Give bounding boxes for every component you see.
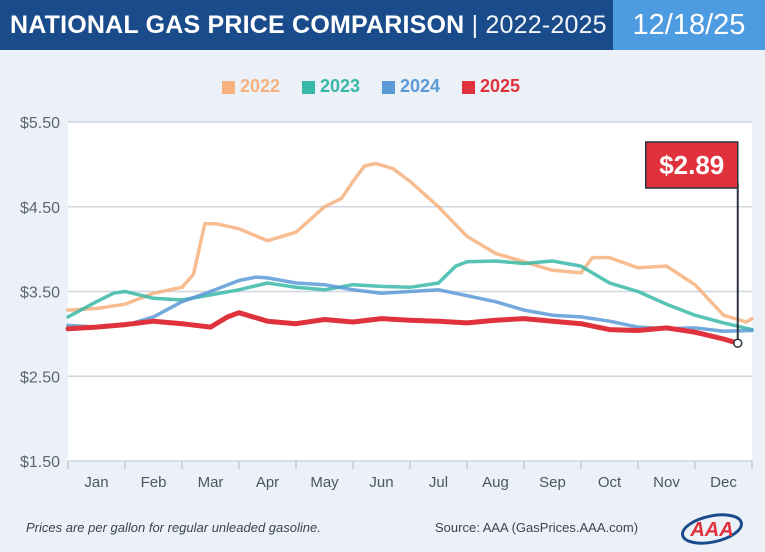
x-tick-label: Oct (598, 474, 622, 491)
y-tick-label: $2.50 (20, 369, 60, 386)
page-title: NATIONAL GAS PRICE COMPARISON | 2022-202… (10, 0, 607, 50)
footer-note: Prices are per gallon for regular unlead… (26, 520, 321, 535)
callout-point (733, 338, 743, 348)
y-tick-label: $1.50 (20, 454, 60, 471)
callout-box (645, 141, 739, 189)
legend-swatch (302, 81, 315, 94)
legend-label: 2024 (400, 76, 440, 96)
title-main: NATIONAL GAS PRICE COMPARISON (10, 11, 465, 39)
line-chart: $1.50 $2.50 $3.50 $4.50 $5.50 Jan Feb Mar Apr May… (20, 76, 754, 491)
series-line-2024 (66, 275, 754, 334)
callout-label: $2.89 (659, 150, 724, 180)
footer-source: Source: AAA (GasPrices.AAA.com) (435, 520, 639, 535)
series-line-2022 (66, 161, 754, 324)
aaa-logo: AAA (681, 513, 743, 545)
header-bar: NATIONAL GAS PRICE COMPARISON | 2022-202… (0, 0, 765, 50)
series-line-2025 (65, 310, 741, 346)
y-tick-label: $5.50 (20, 115, 60, 132)
y-tick-label: $3.50 (20, 285, 60, 302)
legend-label: 2025 (480, 76, 520, 96)
x-tick-label: Mar (198, 474, 224, 491)
chart-area: $1.50 $2.50 $3.50 $4.50 $5.50 Jan Feb Mar Apr May… (0, 50, 765, 510)
legend-swatch (382, 81, 395, 94)
date-badge: 12/18/25 (613, 0, 765, 50)
x-tick-label: Dec (710, 474, 737, 491)
x-tick-label: Jul (429, 474, 448, 491)
x-tick-label: Nov (653, 474, 680, 491)
legend-swatch (462, 81, 475, 94)
aaa-logo-text: AAA (689, 519, 733, 541)
x-tick-label: Sep (539, 474, 566, 491)
x-tick-label: Aug (482, 474, 509, 491)
legend-label: 2022 (240, 76, 280, 96)
legend-swatch (222, 81, 235, 94)
legend-label: 2023 (320, 76, 360, 96)
x-tick-label: Jan (84, 474, 108, 491)
x-tick-label: Apr (256, 474, 279, 491)
title-years: | 2022-2025 (464, 11, 607, 39)
x-tick-label: Jun (369, 474, 393, 491)
series-line-2023 (66, 259, 754, 332)
y-tick-label: $4.50 (20, 200, 60, 217)
x-tick-label: May (310, 474, 339, 491)
x-tick-label: Feb (141, 474, 167, 491)
